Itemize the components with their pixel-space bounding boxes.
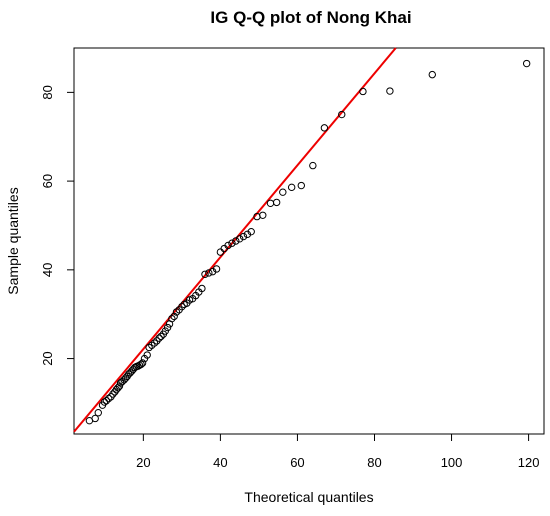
data-point — [155, 334, 163, 342]
data-point — [247, 227, 255, 236]
data-point — [224, 241, 232, 250]
reference-line-group — [73, 47, 397, 433]
data-point — [138, 359, 147, 367]
data-point — [359, 87, 367, 96]
data-point — [157, 332, 165, 341]
y-tick-label: 20 — [40, 351, 55, 365]
data-point — [212, 265, 221, 273]
data-point — [338, 110, 346, 119]
data-point — [386, 87, 394, 95]
data-point — [137, 360, 145, 369]
data-point — [102, 397, 111, 405]
y-axis-label: Sample quantiles — [5, 187, 21, 294]
data-point — [239, 232, 248, 241]
data-point — [259, 211, 267, 219]
data-point — [178, 302, 186, 311]
data-point — [143, 351, 151, 359]
data-point — [91, 414, 99, 423]
data-point — [198, 284, 206, 293]
data-point — [150, 339, 159, 347]
y-tick-label: 40 — [40, 263, 55, 277]
data-point — [320, 124, 329, 132]
data-point — [272, 198, 281, 207]
x-tick-label: 20 — [136, 455, 150, 470]
x-tick-label: 60 — [290, 455, 304, 470]
data-points — [85, 59, 531, 425]
x-tick-label: 100 — [441, 455, 463, 470]
data-point — [163, 323, 172, 332]
data-point — [287, 183, 296, 192]
x-tick-label: 40 — [213, 455, 227, 470]
data-point — [170, 312, 178, 321]
data-point — [94, 409, 102, 417]
y-tick-label: 80 — [40, 85, 55, 99]
data-point — [297, 181, 305, 190]
data-point — [522, 59, 531, 68]
plot-frame — [73, 47, 545, 435]
data-point — [232, 237, 240, 245]
x-axis-label: Theoretical quantiles — [244, 489, 373, 505]
data-point — [235, 235, 244, 243]
data-point — [228, 239, 236, 247]
x-tick-label: 80 — [367, 455, 381, 470]
y-tick-label: 60 — [40, 174, 55, 188]
chart-title: IG Q-Q plot of Nong Khai — [210, 8, 411, 27]
reference-line — [73, 47, 397, 433]
y-axis: 20 40 60 80 — [40, 85, 74, 366]
x-axis: 20 40 60 80 100 120 — [136, 434, 539, 470]
data-point — [309, 161, 317, 170]
data-point — [168, 314, 176, 323]
data-point — [104, 394, 113, 403]
data-point — [205, 269, 213, 277]
data-point — [279, 188, 287, 196]
x-tick-label: 120 — [518, 455, 540, 470]
data-point — [201, 270, 209, 278]
data-point — [216, 248, 225, 256]
data-point — [428, 70, 436, 79]
data-point — [266, 199, 275, 207]
